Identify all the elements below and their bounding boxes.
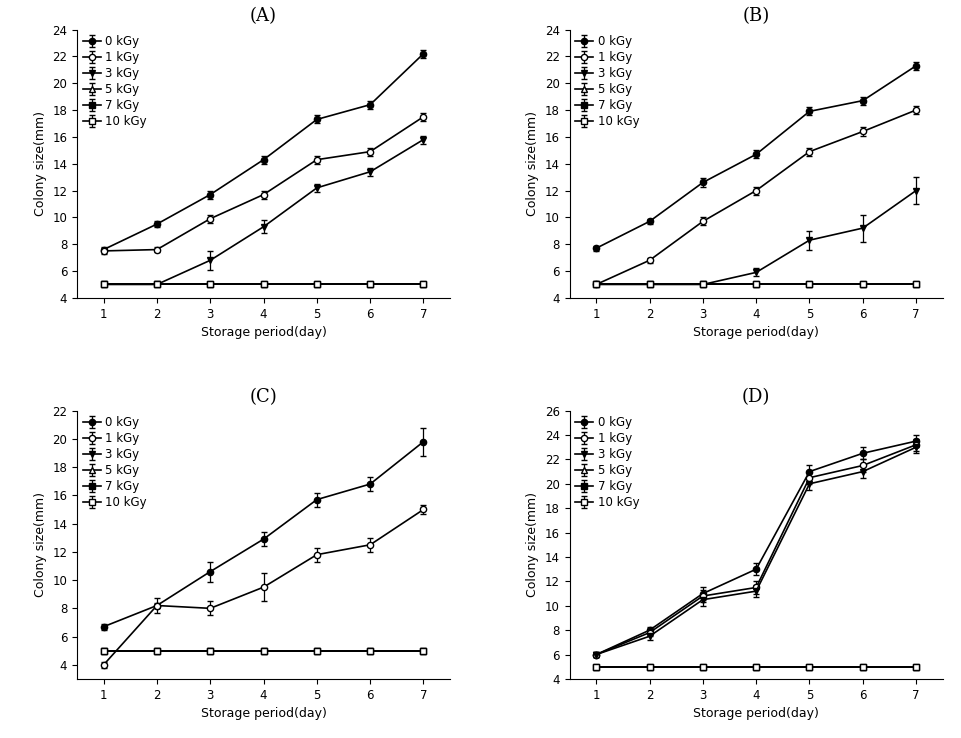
Title: (D): (D)	[741, 388, 770, 406]
Legend: 0 kGy, 1 kGy, 3 kGy, 5 kGy, 7 kGy, 10 kGy: 0 kGy, 1 kGy, 3 kGy, 5 kGy, 7 kGy, 10 kG…	[573, 33, 641, 131]
Title: (A): (A)	[250, 7, 277, 25]
X-axis label: Storage period(day): Storage period(day)	[201, 707, 326, 720]
Y-axis label: Colony size(mm): Colony size(mm)	[34, 492, 47, 597]
X-axis label: Storage period(day): Storage period(day)	[693, 707, 818, 720]
Title: (B): (B)	[742, 7, 769, 25]
Y-axis label: Colony size(mm): Colony size(mm)	[526, 492, 539, 597]
X-axis label: Storage period(day): Storage period(day)	[693, 326, 818, 339]
Y-axis label: Colony size(mm): Colony size(mm)	[526, 111, 539, 216]
Legend: 0 kGy, 1 kGy, 3 kGy, 5 kGy, 7 kGy, 10 kGy: 0 kGy, 1 kGy, 3 kGy, 5 kGy, 7 kGy, 10 kG…	[81, 33, 149, 131]
Legend: 0 kGy, 1 kGy, 3 kGy, 5 kGy, 7 kGy, 10 kGy: 0 kGy, 1 kGy, 3 kGy, 5 kGy, 7 kGy, 10 kG…	[81, 414, 149, 511]
Y-axis label: Colony size(mm): Colony size(mm)	[34, 111, 47, 216]
Legend: 0 kGy, 1 kGy, 3 kGy, 5 kGy, 7 kGy, 10 kGy: 0 kGy, 1 kGy, 3 kGy, 5 kGy, 7 kGy, 10 kG…	[573, 414, 641, 511]
Title: (C): (C)	[250, 388, 277, 406]
X-axis label: Storage period(day): Storage period(day)	[201, 326, 326, 339]
